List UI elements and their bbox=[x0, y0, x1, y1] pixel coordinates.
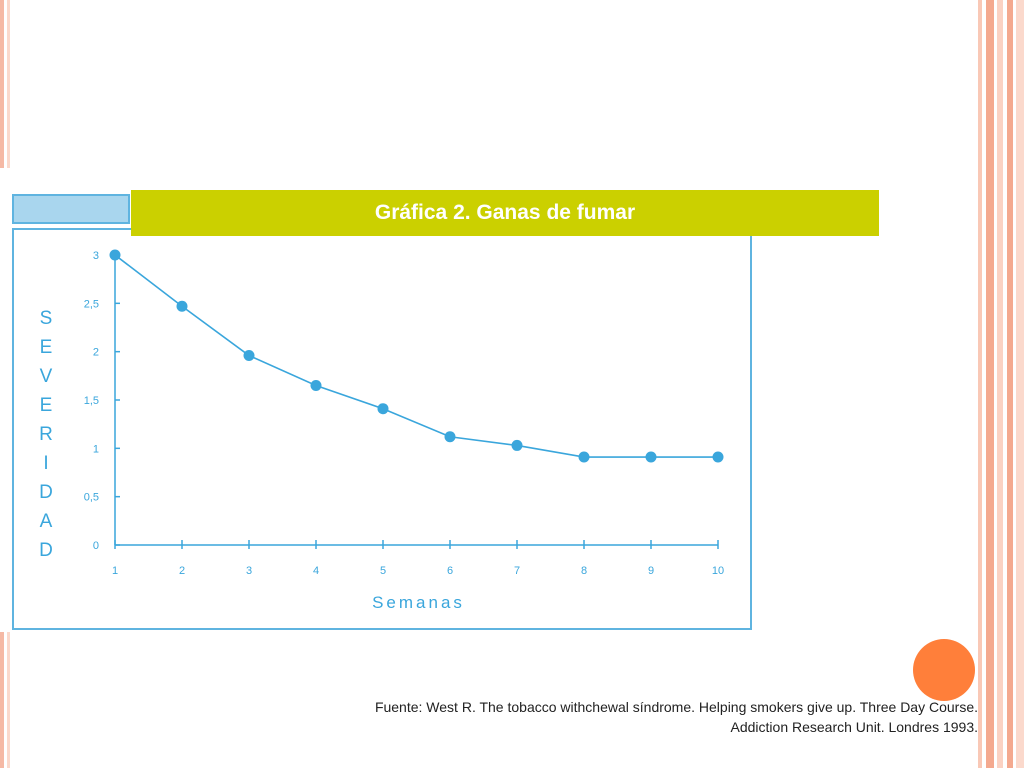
x-tick-label: 3 bbox=[246, 565, 252, 577]
source-line-2: Addiction Research Unit. Londres 1993. bbox=[730, 719, 978, 735]
y-tick-label: 1,5 bbox=[84, 395, 99, 407]
y-tick-label: 2,5 bbox=[84, 298, 99, 310]
data-point bbox=[511, 439, 523, 451]
y-tick-label: 1 bbox=[93, 443, 99, 455]
y-tick-label: 0,5 bbox=[84, 492, 99, 504]
data-point bbox=[645, 451, 657, 463]
x-tick-label: 5 bbox=[380, 565, 386, 577]
y-axis-label-letter: A bbox=[39, 511, 53, 532]
chart-frame bbox=[12, 228, 752, 630]
decorative-stripe bbox=[1016, 0, 1024, 768]
x-tick-label: 2 bbox=[179, 565, 185, 577]
data-point bbox=[578, 451, 590, 463]
decorative-stripe bbox=[7, 0, 10, 168]
data-point bbox=[712, 451, 724, 463]
data-point bbox=[444, 431, 456, 443]
x-tick-label: 7 bbox=[514, 565, 520, 577]
x-tick-label: 8 bbox=[581, 565, 587, 577]
data-point bbox=[377, 403, 389, 415]
chart-header-tab bbox=[12, 194, 130, 224]
source-citation: Fuente: West R. The tobacco withchewal s… bbox=[180, 697, 978, 737]
x-tick-label: 9 bbox=[648, 565, 654, 577]
decorative-stripe bbox=[978, 0, 982, 768]
x-axis-label: Semanas bbox=[372, 593, 465, 612]
y-axis-label-letter: V bbox=[39, 366, 53, 387]
source-line-1: Fuente: West R. The tobacco withchewal s… bbox=[374, 699, 978, 715]
data-point bbox=[310, 380, 322, 391]
y-axis-label-letter: D bbox=[39, 540, 53, 561]
decorative-stripe bbox=[0, 632, 4, 768]
y-tick-label: 2 bbox=[93, 347, 99, 359]
x-tick-label: 4 bbox=[313, 565, 319, 577]
decorative-stripe bbox=[1007, 0, 1013, 768]
data-point bbox=[109, 249, 121, 261]
y-axis-label-letter: D bbox=[39, 482, 53, 503]
chart-title: Gráfica 2. Ganas de fumar bbox=[131, 190, 879, 236]
decorative-stripe bbox=[986, 0, 994, 768]
y-axis-label-letter: R bbox=[39, 424, 53, 445]
series-line bbox=[114, 254, 718, 458]
y-axis-label-letter: S bbox=[39, 308, 53, 329]
y-axis-label-letter: I bbox=[43, 453, 49, 474]
x-tick-label: 10 bbox=[712, 565, 724, 577]
data-point bbox=[176, 300, 188, 312]
x-tick-label: 6 bbox=[447, 565, 453, 577]
y-tick-label: 3 bbox=[93, 250, 99, 262]
decorative-stripe bbox=[0, 0, 4, 168]
y-axis-label-letter: E bbox=[39, 395, 53, 416]
data-point bbox=[243, 350, 255, 362]
x-tick-label: 1 bbox=[112, 565, 118, 577]
y-axis-label-letter: E bbox=[39, 337, 53, 358]
decorative-stripe bbox=[7, 632, 10, 768]
decorative-stripe bbox=[997, 0, 1003, 768]
orange-circle-decoration bbox=[913, 639, 975, 701]
y-tick-label: 0 bbox=[93, 540, 99, 552]
